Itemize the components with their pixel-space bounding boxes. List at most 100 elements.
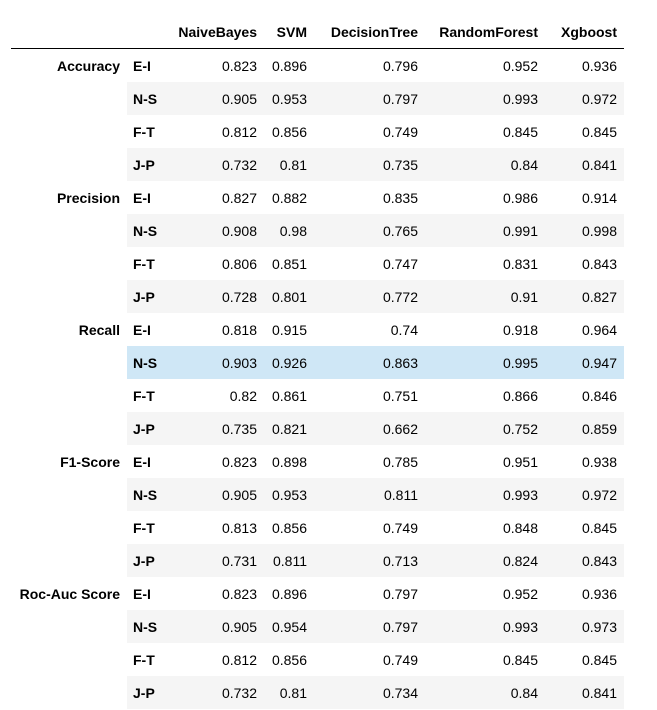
metric-label: Roc-Auc Score xyxy=(11,577,127,610)
table-row: N-S 0.903 0.926 0.863 0.995 0.947 xyxy=(11,346,624,379)
cell-randomforest: 0.866 xyxy=(502,387,538,404)
cell-xgboost: 0.827 xyxy=(545,280,624,313)
cell-decisiontree: 0.74 xyxy=(390,321,418,338)
cell-decisiontree: 0.835 xyxy=(382,189,418,206)
cell-svm: 0.954 xyxy=(264,610,314,643)
metric-label-spacer xyxy=(11,511,127,544)
table-row: J-P 0.732 0.81 0.734 0.84 0.841 xyxy=(11,676,624,709)
metric-label-spacer xyxy=(11,412,127,445)
cell-randomforest: 0.84 xyxy=(425,148,545,181)
cell-svm: 0.81 xyxy=(264,148,314,181)
header-randomforest: RandomForest xyxy=(425,16,545,49)
cell-decisiontree: 0.734 xyxy=(314,676,425,709)
dimension-label: N-S xyxy=(127,82,167,115)
cell-decisiontree: 0.863 xyxy=(314,346,425,379)
table-row: N-S 0.905 0.953 0.797 0.993 0.972 xyxy=(11,82,624,115)
cell-randomforest: 0.752 xyxy=(425,412,545,445)
dimension-label: J-P xyxy=(127,544,167,577)
table-row: F-T 0.812 0.856 0.749 0.845 0.845 xyxy=(11,643,624,676)
cell-xgboost: 0.964 xyxy=(581,321,617,338)
cell-naivebayes: 0.812 xyxy=(221,123,257,140)
header-xgboost: Xgboost xyxy=(545,16,624,49)
table-body: Accuracy E-I 0.823 0.896 0.796 0.952 0.936 N-S 0… xyxy=(11,48,624,709)
cell-naivebayes: 0.813 xyxy=(221,519,257,536)
cell-decisiontree: 0.811 xyxy=(314,478,425,511)
cell-decisiontree: 0.785 xyxy=(382,453,418,470)
cell-xgboost: 0.845 xyxy=(581,651,617,668)
cell-randomforest: 0.918 xyxy=(502,321,538,338)
dataframe-container: NaiveBayes SVM DecisionTree RandomForest… xyxy=(11,16,624,709)
cell-randomforest: 0.952 xyxy=(502,585,538,602)
metric-label-spacer xyxy=(11,346,127,379)
cell-randomforest: 0.84 xyxy=(425,676,545,709)
cell-svm: 0.801 xyxy=(264,280,314,313)
table-row: Accuracy E-I 0.823 0.896 0.796 0.952 0.936 xyxy=(11,48,624,82)
cell-randomforest: 0.848 xyxy=(502,519,538,536)
cell-naivebayes: 0.823 xyxy=(221,585,257,602)
cell-svm: 0.856 xyxy=(271,651,307,668)
table-row: Recall E-I 0.818 0.915 0.74 0.918 0.964 xyxy=(11,313,624,346)
dimension-label: J-P xyxy=(127,676,167,709)
cell-decisiontree: 0.797 xyxy=(314,82,425,115)
metric-label-spacer xyxy=(11,379,127,412)
table-row: F1-Score E-I 0.823 0.898 0.785 0.951 0.938 xyxy=(11,445,624,478)
cell-randomforest: 0.845 xyxy=(502,651,538,668)
cell-randomforest: 0.995 xyxy=(425,346,545,379)
cell-randomforest: 0.824 xyxy=(425,544,545,577)
dimension-label: E-I xyxy=(133,189,151,206)
cell-svm: 0.882 xyxy=(271,189,307,206)
cell-xgboost: 0.998 xyxy=(545,214,624,247)
cell-decisiontree: 0.747 xyxy=(382,255,418,272)
table-row: F-T 0.806 0.851 0.747 0.831 0.843 xyxy=(11,247,624,280)
dimension-label: F-T xyxy=(133,123,155,140)
cell-randomforest: 0.831 xyxy=(502,255,538,272)
header-blank-index0 xyxy=(11,16,127,49)
dimension-label: J-P xyxy=(127,280,167,313)
cell-svm: 0.953 xyxy=(264,478,314,511)
dimension-label: F-T xyxy=(133,519,155,536)
cell-xgboost: 0.843 xyxy=(581,255,617,272)
dimension-label: F-T xyxy=(133,255,155,272)
metric-label-spacer xyxy=(11,544,127,577)
cell-svm: 0.811 xyxy=(264,544,314,577)
cell-randomforest: 0.993 xyxy=(425,478,545,511)
cell-naivebayes: 0.905 xyxy=(167,610,264,643)
cell-xgboost: 0.914 xyxy=(581,189,617,206)
cell-randomforest: 0.993 xyxy=(425,82,545,115)
table-row: J-P 0.731 0.811 0.713 0.824 0.843 xyxy=(11,544,624,577)
cell-naivebayes: 0.818 xyxy=(221,321,257,338)
dimension-label: N-S xyxy=(127,610,167,643)
cell-decisiontree: 0.765 xyxy=(314,214,425,247)
cell-naivebayes: 0.82 xyxy=(229,387,257,404)
cell-decisiontree: 0.749 xyxy=(382,519,418,536)
cell-xgboost: 0.973 xyxy=(545,610,624,643)
cell-randomforest: 0.986 xyxy=(502,189,538,206)
cell-xgboost: 0.859 xyxy=(545,412,624,445)
dimension-label: N-S xyxy=(127,346,167,379)
cell-svm: 0.926 xyxy=(264,346,314,379)
metric-label-spacer xyxy=(11,82,127,115)
cell-svm: 0.856 xyxy=(271,519,307,536)
table-row: N-S 0.905 0.954 0.797 0.993 0.973 xyxy=(11,610,624,643)
cell-svm: 0.896 xyxy=(271,57,307,74)
dimension-label: E-I xyxy=(133,321,151,338)
cell-decisiontree: 0.797 xyxy=(314,610,425,643)
cell-svm: 0.98 xyxy=(264,214,314,247)
table-row: Precision E-I 0.827 0.882 0.835 0.986 0.914 xyxy=(11,181,624,214)
metric-label-spacer xyxy=(11,643,127,676)
cell-xgboost: 0.841 xyxy=(545,676,624,709)
cell-xgboost: 0.845 xyxy=(581,123,617,140)
cell-naivebayes: 0.823 xyxy=(221,453,257,470)
results-table: NaiveBayes SVM DecisionTree RandomForest… xyxy=(11,16,624,709)
cell-randomforest: 0.952 xyxy=(502,57,538,74)
cell-naivebayes: 0.732 xyxy=(167,676,264,709)
table-row: F-T 0.813 0.856 0.749 0.848 0.845 xyxy=(11,511,624,544)
cell-decisiontree: 0.662 xyxy=(314,412,425,445)
cell-naivebayes: 0.735 xyxy=(167,412,264,445)
cell-naivebayes: 0.823 xyxy=(221,57,257,74)
cell-naivebayes: 0.905 xyxy=(167,478,264,511)
cell-decisiontree: 0.713 xyxy=(314,544,425,577)
dimension-label: N-S xyxy=(127,478,167,511)
table-row: N-S 0.905 0.953 0.811 0.993 0.972 xyxy=(11,478,624,511)
cell-xgboost: 0.938 xyxy=(581,453,617,470)
